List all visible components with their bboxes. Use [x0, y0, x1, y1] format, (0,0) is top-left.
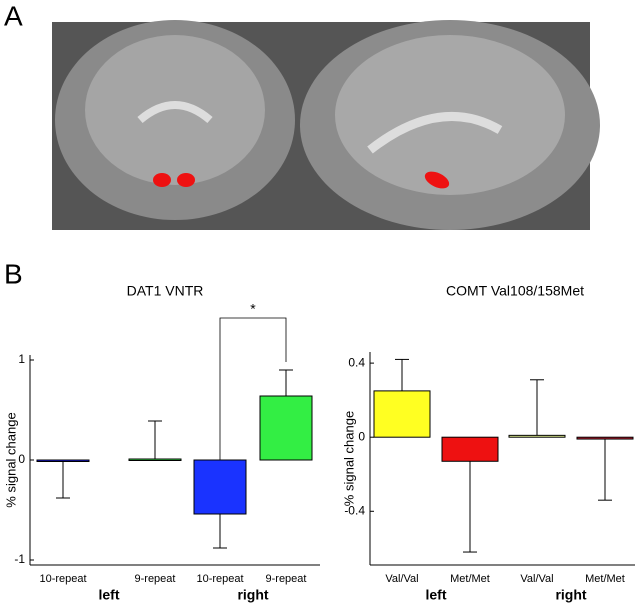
x-tick-label: Val/Val	[520, 573, 553, 585]
y-tick-label: -0.4	[344, 503, 365, 517]
group-label: right	[237, 587, 268, 603]
panel-label: A	[4, 0, 23, 31]
x-tick-label: 9-repeat	[266, 573, 307, 585]
corpus-callosum	[367, 111, 503, 154]
y-tick-label: 0	[18, 452, 25, 466]
brain-images	[52, 20, 600, 230]
significance-label: *	[250, 301, 256, 317]
bar	[36, 459, 90, 462]
y-tick-label: 1	[18, 352, 25, 366]
chart-title: COMT Val108/158Met	[446, 283, 584, 299]
x-tick-label: Met/Met	[585, 573, 625, 585]
y-tick-label: 0	[358, 429, 365, 443]
x-tick-label: 9-repeat	[135, 573, 176, 585]
x-tick-label: Val/Val	[385, 573, 418, 585]
significance-bracket	[219, 317, 287, 460]
bar	[259, 395, 313, 461]
bar	[128, 458, 182, 461]
bar	[373, 390, 431, 438]
group-label: left	[99, 587, 120, 603]
brain	[85, 35, 265, 185]
bar	[441, 436, 499, 462]
bar	[193, 459, 247, 515]
panel-label: B	[4, 258, 23, 289]
y-axis-label: % signal change	[3, 412, 18, 507]
bar	[576, 436, 634, 440]
group-label: right	[555, 587, 586, 603]
x-tick-label: 10-repeat	[196, 573, 243, 585]
roi	[424, 171, 450, 189]
y-tick-label: -1	[14, 552, 25, 566]
x-tick-label: 10-repeat	[39, 573, 86, 585]
y-axis-label: % signal change	[341, 411, 356, 506]
chart-title: DAT1 VNTR	[127, 283, 204, 299]
ventricle	[137, 101, 213, 124]
group-label: left	[426, 587, 447, 603]
roi	[177, 173, 195, 187]
roi	[153, 173, 171, 187]
bar	[508, 434, 566, 438]
x-tick-label: Met/Met	[450, 573, 490, 585]
y-tick-label: 0.4	[348, 355, 365, 369]
